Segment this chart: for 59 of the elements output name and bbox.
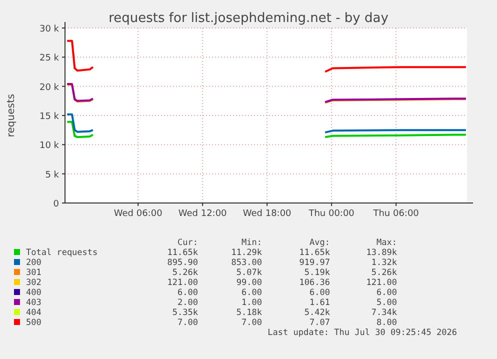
text: 7.00 [242, 318, 262, 328]
y-axis-title: requests [6, 94, 17, 138]
legend-label: Total requests [26, 248, 98, 258]
y-tick-label: 10 k [39, 141, 60, 152]
x-tick-label: Wed 06:00 [114, 209, 163, 219]
y-tick-label: 0 [53, 200, 60, 210]
text: 5.26k [371, 268, 397, 278]
text: 11.65k [167, 248, 198, 258]
text: 11.29k [231, 248, 262, 258]
text: 7.07 [310, 318, 330, 328]
x-tick-label: Wed 12:00 [178, 209, 228, 219]
text: 853.00 [231, 258, 262, 268]
text: 5.18k [236, 308, 262, 318]
text: 8.00 [376, 318, 397, 328]
legend-label: 400 [26, 288, 42, 298]
text: 121.00 [167, 278, 198, 288]
text: 7.34k [371, 308, 397, 318]
chart-title: requests for list.josephdeming.net - by day [108, 11, 389, 26]
text: 6.00 [310, 288, 330, 298]
text: 1.00 [242, 298, 262, 308]
legend-label: 302 [26, 278, 42, 288]
text: Cur: [178, 238, 198, 248]
text: 5.07k [236, 268, 262, 278]
x-tick-label: Thu 00:00 [308, 209, 355, 219]
text: 6.00 [178, 288, 198, 298]
y-tick-label: 30 k [39, 24, 60, 34]
text: 7.00 [178, 318, 198, 328]
text: 5.35k [172, 308, 198, 318]
legend-label: 403 [26, 298, 42, 308]
text: 1.32k [371, 258, 397, 268]
y-tick-label: 5 k [45, 170, 60, 180]
text: 5.19k [304, 268, 330, 278]
text: 2.00 [178, 298, 198, 308]
x-tick-label: Thu 06:00 [372, 209, 420, 219]
text: 99.00 [236, 278, 262, 288]
text: 106.36 [299, 278, 330, 288]
text: Last update: Thu Jul 30 09:25:45 2026 [268, 328, 457, 338]
text: Min: [242, 238, 262, 248]
text: 5.42k [304, 308, 330, 318]
text: 13.89k [366, 248, 397, 258]
text: Max: [376, 238, 397, 248]
text: Avg: [310, 238, 330, 248]
legend-label: 301 [26, 268, 42, 278]
legend-label: 200 [26, 258, 42, 268]
text: 895.90 [167, 258, 198, 268]
text: 6.00 [242, 288, 262, 298]
legend-label: 500 [26, 318, 42, 328]
text: 6.00 [376, 288, 397, 298]
y-tick-label: 20 k [39, 82, 60, 93]
legend-label: 404 [26, 308, 42, 318]
text: 1.61 [310, 298, 330, 308]
text: 121.00 [366, 278, 397, 288]
text: 5.26k [172, 268, 198, 278]
text: 919.97 [299, 258, 330, 268]
x-tick-label: Wed 18:00 [242, 209, 292, 219]
y-tick-label: 25 k [39, 54, 60, 64]
text: 11.65k [299, 248, 330, 258]
text: 5.00 [376, 298, 397, 308]
y-tick-label: 15 k [39, 112, 60, 122]
